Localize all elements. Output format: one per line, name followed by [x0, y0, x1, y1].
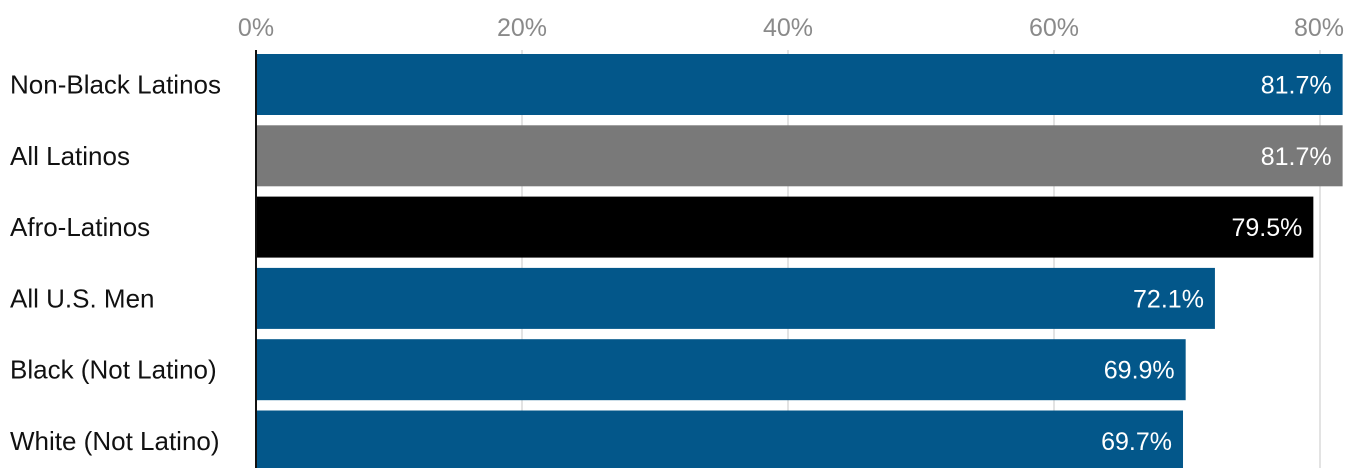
value-label: 81.7% — [1261, 143, 1332, 171]
x-tick-label: 60% — [1029, 14, 1079, 42]
x-tick-label: 80% — [1294, 14, 1344, 42]
category-label: White (Not Latino) — [10, 426, 220, 456]
value-label: 79.5% — [1231, 214, 1302, 242]
labels: 0% 20% 40% 60% 80% 81.7% Non-Black Latinos 81.7… — [10, 14, 1344, 456]
value-label: 81.7% — [1261, 72, 1332, 100]
value-label: 69.9% — [1104, 357, 1175, 385]
bar — [256, 339, 1186, 401]
x-tick-label: 40% — [763, 14, 813, 42]
x-tick-label: 0% — [238, 14, 274, 42]
bar — [256, 196, 1314, 258]
category-label: Black (Not Latino) — [10, 355, 217, 385]
category-label: Non-Black Latinos — [10, 70, 221, 100]
bars — [256, 54, 1343, 468]
value-label: 72.1% — [1133, 285, 1204, 313]
x-tick-label: 20% — [497, 14, 547, 42]
bar — [256, 267, 1215, 329]
bar — [256, 410, 1184, 468]
bar — [256, 125, 1343, 187]
category-label: All Latinos — [10, 141, 130, 171]
category-label: Afro-Latinos — [10, 212, 150, 242]
bar — [256, 54, 1343, 115]
value-label: 69.7% — [1101, 428, 1172, 456]
category-label: All U.S. Men — [10, 283, 155, 313]
